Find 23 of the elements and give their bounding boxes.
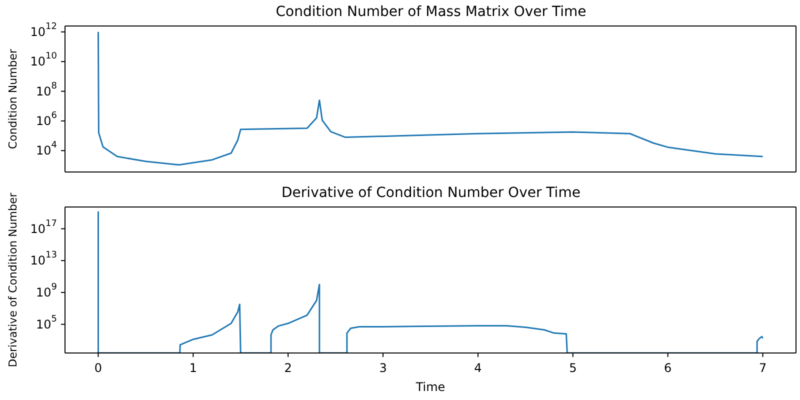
y-axis-title: Derivative of Condition Number (6, 192, 20, 368)
y-tick-label: 10$^{13}$ (30, 250, 57, 268)
x-tick-label: 6 (664, 361, 672, 375)
y-tick-label: 10$^{9}$ (36, 282, 58, 300)
x-tick-label: 5 (569, 361, 577, 375)
x-tick-label: 3 (379, 361, 387, 375)
y-tick-label: 10$^{12}$ (30, 22, 57, 39)
y-tick-label: 10$^{17}$ (30, 218, 57, 236)
x-tick-label: 1 (189, 361, 197, 375)
x-tick-label: 2 (284, 361, 292, 375)
y-tick-label: 10$^{6}$ (36, 110, 58, 128)
x-tick-label: 4 (474, 361, 482, 375)
x-tick-label: 7 (758, 361, 767, 375)
chart-title: Condition Number of Mass Matrix Over Time (274, 4, 588, 20)
x-axis-title: Time (414, 380, 446, 394)
y-tick-label: 10$^{5}$ (36, 314, 57, 332)
y-tick-label: 10$^{8}$ (36, 81, 58, 98)
y-tick-label: 10$^{10}$ (30, 52, 58, 69)
y-tick-label: 10$^{4}$ (36, 140, 58, 158)
chart-title: Derivative of Condition Number Over Time (280, 185, 582, 201)
x-tick-label: 0 (94, 361, 102, 375)
y-axis-title: Condition Number (6, 48, 20, 150)
line-series (97, 31, 764, 166)
